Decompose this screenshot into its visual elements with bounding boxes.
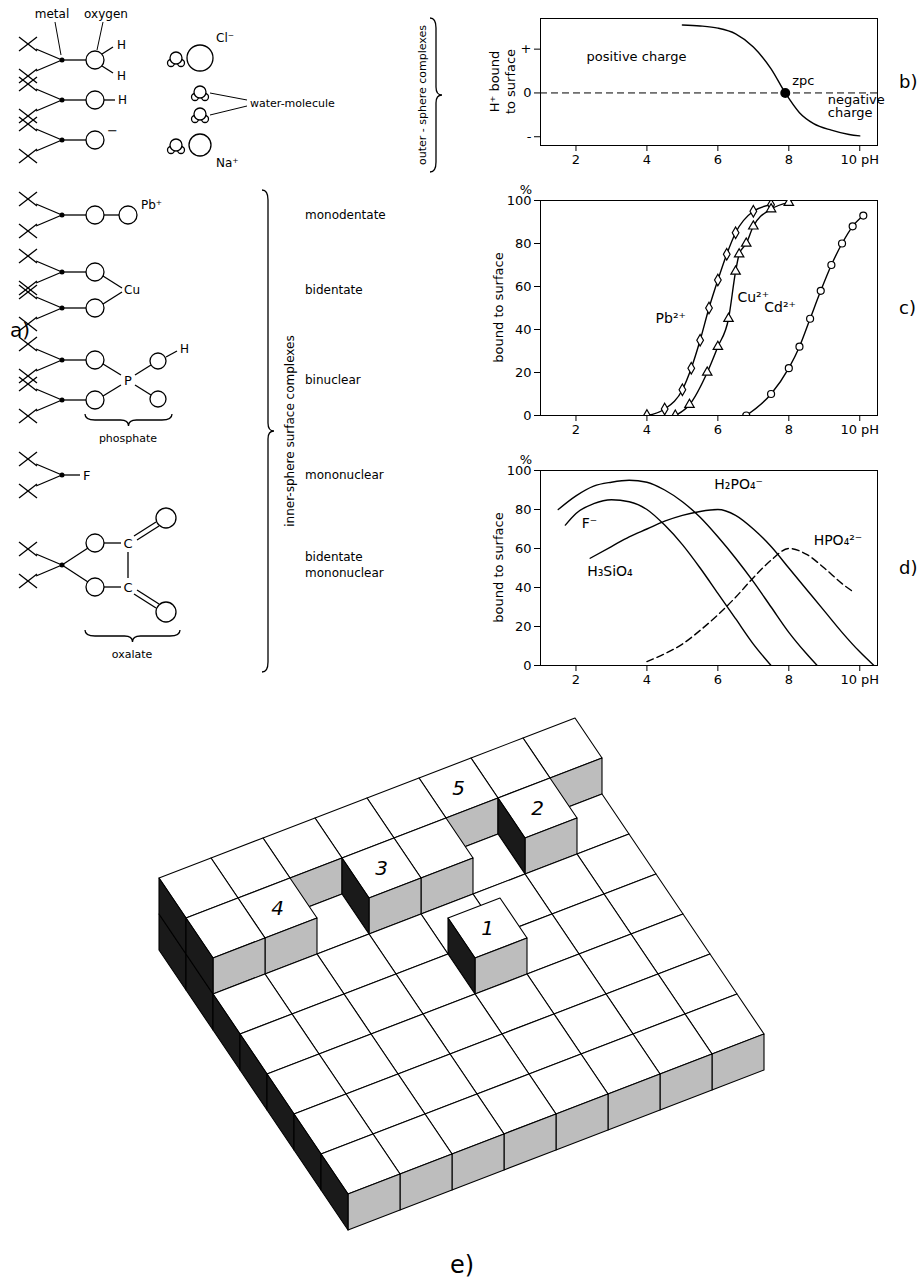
svg-text:40: 40 — [515, 580, 532, 595]
svg-text:%: % — [520, 452, 532, 467]
svg-text:phosphate: phosphate — [99, 432, 157, 445]
svg-text:bound to surface: bound to surface — [491, 512, 506, 622]
svg-text:10 pH: 10 pH — [840, 152, 879, 167]
svg-text:2: 2 — [572, 672, 580, 687]
svg-text:80: 80 — [515, 502, 532, 517]
svg-text:4: 4 — [643, 152, 651, 167]
svg-text:bound to surface: bound to surface — [491, 252, 506, 362]
svg-text:H: H — [117, 38, 126, 52]
svg-text:+: + — [521, 41, 532, 56]
svg-text:0: 0 — [523, 85, 531, 100]
svg-text:C: C — [123, 580, 132, 595]
svg-text:oxalate: oxalate — [112, 648, 153, 661]
svg-text:H: H — [118, 93, 127, 107]
svg-text:100: 100 — [506, 462, 532, 478]
svg-text:5: 5 — [452, 776, 465, 800]
svg-text:mononuclear: mononuclear — [305, 566, 384, 580]
svg-text:e): e) — [450, 1251, 474, 1279]
svg-text:C: C — [123, 536, 132, 551]
svg-text:Cu: Cu — [124, 283, 140, 297]
svg-text:20: 20 — [515, 365, 532, 380]
svg-text:negativecharge: negativecharge — [828, 92, 885, 120]
svg-text:Cd²⁺: Cd²⁺ — [764, 299, 796, 315]
html-text:d): d) — [899, 556, 918, 578]
svg-text:8: 8 — [785, 672, 793, 687]
svg-text:positive charge: positive charge — [587, 49, 687, 64]
svg-text:1: 1 — [481, 916, 494, 940]
svg-text:-: - — [527, 129, 532, 144]
svg-text:bidentate: bidentate — [305, 550, 363, 564]
svg-text:inner-sphere surface complexes: inner-sphere surface complexes — [283, 335, 297, 526]
svg-text:6: 6 — [714, 422, 722, 437]
svg-text:H: H — [180, 342, 189, 356]
svg-text:4: 4 — [271, 896, 284, 920]
svg-text:10 pH: 10 pH — [840, 422, 879, 437]
svg-text:Pb⁺: Pb⁺ — [141, 198, 162, 212]
svg-text:metal: metal — [35, 7, 69, 21]
html-text:c): c) — [899, 296, 916, 318]
svg-text:bidentate: bidentate — [305, 283, 363, 297]
svg-text:H₂PO₄⁻: H₂PO₄⁻ — [714, 476, 763, 492]
svg-text:F⁻: F⁻ — [582, 515, 597, 531]
svg-text:H⁺ bound: H⁺ bound — [487, 51, 502, 113]
svg-text:HPO₄²⁻: HPO₄²⁻ — [814, 532, 863, 548]
svg-text:binuclear: binuclear — [305, 373, 361, 387]
svg-text:6: 6 — [714, 152, 722, 167]
svg-text:outer - sphere complexes: outer - sphere complexes — [416, 25, 429, 165]
svg-text:monodentate: monodentate — [305, 208, 386, 222]
svg-text:4: 4 — [643, 672, 651, 687]
svg-text:−: − — [107, 123, 118, 138]
svg-text:water-molecule: water-molecule — [250, 97, 335, 110]
svg-text:3: 3 — [375, 856, 388, 880]
svg-text:0: 0 — [523, 658, 531, 673]
svg-text:8: 8 — [785, 152, 793, 167]
svg-text:2: 2 — [572, 152, 580, 167]
svg-text:zpc: zpc — [792, 73, 814, 88]
svg-text:Cl⁻: Cl⁻ — [216, 31, 234, 45]
svg-text:oxygen: oxygen — [84, 7, 128, 21]
svg-text:4: 4 — [643, 422, 651, 437]
svg-text:10 pH: 10 pH — [840, 672, 879, 687]
svg-text:80: 80 — [515, 236, 532, 251]
html-text:b): b) — [899, 70, 918, 92]
svg-text:Cu²⁺: Cu²⁺ — [737, 288, 769, 305]
svg-text:H: H — [117, 69, 126, 83]
svg-text:mononuclear: mononuclear — [305, 468, 384, 482]
svg-text:20: 20 — [515, 619, 532, 634]
svg-text:%: % — [520, 182, 532, 197]
svg-text:2: 2 — [531, 796, 544, 820]
svg-text:a): a) — [10, 318, 30, 342]
svg-text:8: 8 — [785, 422, 793, 437]
svg-text:60: 60 — [515, 279, 532, 294]
svg-text:Na⁺: Na⁺ — [216, 156, 239, 170]
svg-text:100: 100 — [506, 192, 532, 208]
svg-text:6: 6 — [714, 672, 722, 687]
svg-text:60: 60 — [515, 541, 532, 556]
svg-text:Pb²⁺: Pb²⁺ — [656, 310, 686, 326]
svg-text:H₃SiO₄: H₃SiO₄ — [587, 563, 633, 579]
svg-text:40: 40 — [515, 322, 532, 337]
svg-text:0: 0 — [523, 408, 531, 423]
svg-text:to surface: to surface — [503, 49, 518, 114]
svg-text:P: P — [124, 373, 132, 388]
svg-text:F: F — [83, 468, 90, 483]
svg-text:2: 2 — [572, 422, 580, 437]
